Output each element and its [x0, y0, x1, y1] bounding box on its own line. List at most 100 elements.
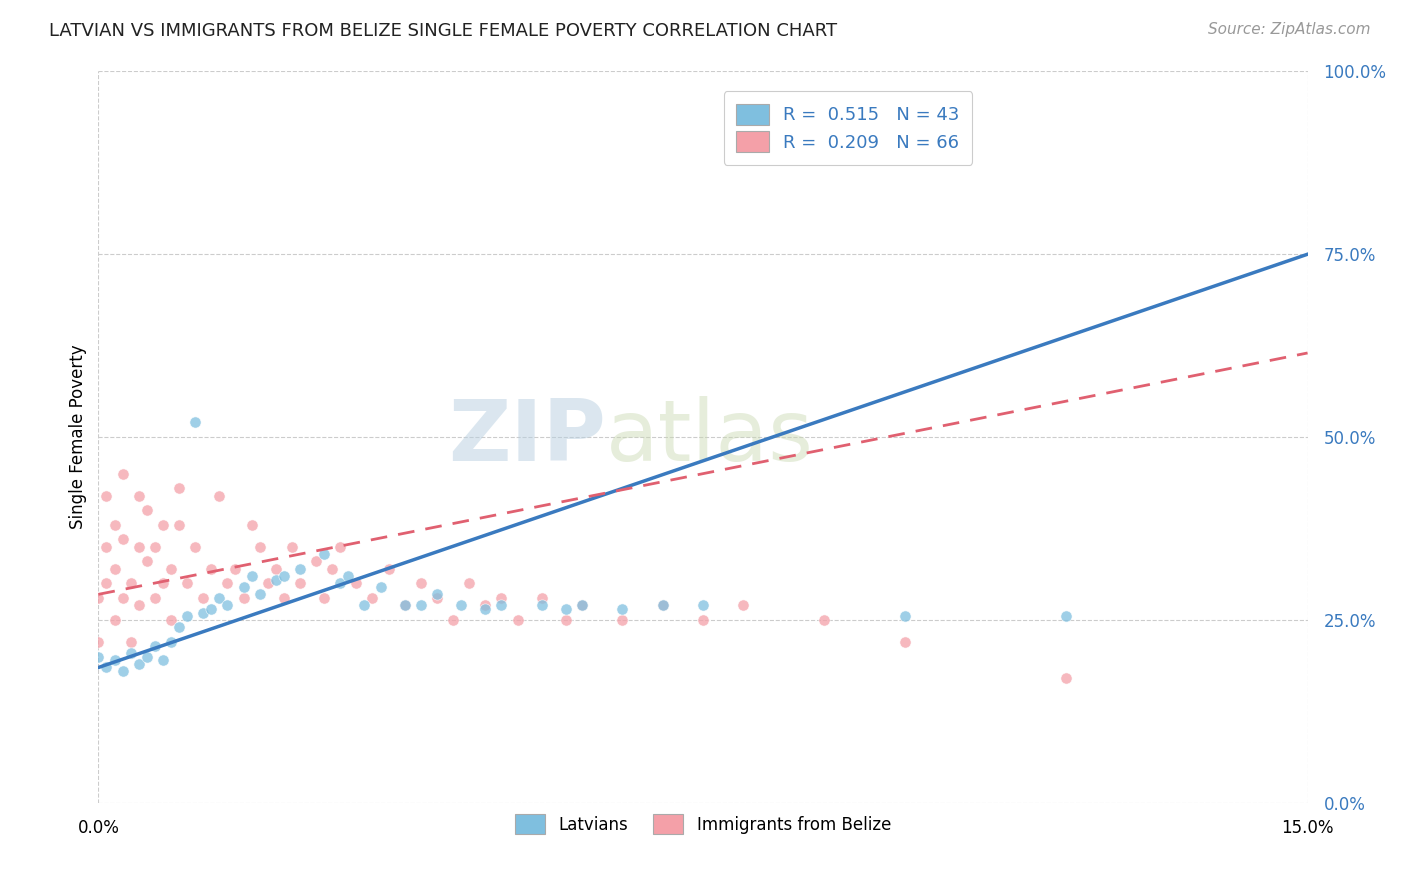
Point: [530, 599, 553, 613]
Text: atlas: atlas: [606, 395, 814, 479]
Point: [474, 599, 496, 613]
Point: [409, 599, 432, 613]
Point: [281, 540, 304, 554]
Point: [103, 517, 125, 532]
Point: [256, 576, 278, 591]
Point: [893, 609, 915, 624]
Point: [474, 602, 496, 616]
Point: [200, 562, 222, 576]
Point: [103, 613, 125, 627]
Point: [224, 562, 246, 576]
Point: [264, 573, 287, 587]
Point: [152, 653, 174, 667]
Point: [1054, 672, 1077, 686]
Point: [426, 591, 449, 605]
Point: [426, 587, 449, 601]
Point: [87, 635, 110, 649]
Point: [491, 599, 513, 613]
Point: [217, 576, 239, 591]
Point: [651, 599, 673, 613]
Point: [314, 591, 336, 605]
Point: [314, 547, 336, 561]
Point: [733, 599, 755, 613]
Point: [111, 467, 134, 481]
Point: [103, 653, 125, 667]
Point: [120, 646, 142, 660]
Point: [240, 569, 263, 583]
Point: [200, 602, 222, 616]
Point: [264, 562, 287, 576]
Point: [232, 591, 254, 605]
Point: [813, 613, 835, 627]
Point: [555, 602, 578, 616]
Point: [167, 481, 190, 495]
Point: [160, 562, 183, 576]
Point: [184, 540, 207, 554]
Point: [370, 580, 392, 594]
Text: Source: ZipAtlas.com: Source: ZipAtlas.com: [1208, 22, 1371, 37]
Point: [450, 599, 472, 613]
Point: [555, 613, 578, 627]
Point: [208, 591, 231, 605]
Point: [409, 576, 432, 591]
Point: [394, 599, 416, 613]
Point: [249, 587, 271, 601]
Point: [111, 533, 134, 547]
Point: [167, 620, 190, 634]
Point: [394, 599, 416, 613]
Point: [329, 540, 352, 554]
Point: [208, 489, 231, 503]
Point: [135, 554, 157, 568]
Point: [353, 599, 375, 613]
Point: [176, 576, 198, 591]
Point: [240, 517, 263, 532]
Y-axis label: Single Female Poverty: Single Female Poverty: [69, 345, 87, 529]
Point: [167, 517, 190, 532]
Point: [651, 599, 673, 613]
Point: [184, 416, 207, 430]
Point: [152, 517, 174, 532]
Point: [491, 591, 513, 605]
Point: [1054, 609, 1077, 624]
Point: [288, 562, 311, 576]
Point: [135, 503, 157, 517]
Point: [612, 602, 634, 616]
Point: [143, 540, 166, 554]
Point: [96, 576, 118, 591]
Point: [612, 613, 634, 627]
Point: [111, 591, 134, 605]
Point: [87, 649, 110, 664]
Point: [692, 599, 714, 613]
Point: [321, 562, 343, 576]
Point: [337, 569, 360, 583]
Point: [96, 540, 118, 554]
Point: [530, 591, 553, 605]
Point: [135, 649, 157, 664]
Point: [344, 576, 367, 591]
Point: [288, 576, 311, 591]
Point: [120, 635, 142, 649]
Point: [692, 613, 714, 627]
Legend: Latvians, Immigrants from Belize: Latvians, Immigrants from Belize: [506, 806, 900, 842]
Point: [249, 540, 271, 554]
Point: [273, 591, 295, 605]
Point: [111, 664, 134, 678]
Point: [176, 609, 198, 624]
Point: [273, 569, 295, 583]
Point: [813, 145, 835, 159]
Text: ZIP: ZIP: [449, 395, 606, 479]
Point: [96, 489, 118, 503]
Point: [193, 591, 215, 605]
Point: [305, 554, 328, 568]
Point: [120, 576, 142, 591]
Point: [143, 591, 166, 605]
Point: [232, 580, 254, 594]
Point: [152, 576, 174, 591]
Text: LATVIAN VS IMMIGRANTS FROM BELIZE SINGLE FEMALE POVERTY CORRELATION CHART: LATVIAN VS IMMIGRANTS FROM BELIZE SINGLE…: [49, 22, 838, 40]
Point: [87, 591, 110, 605]
Point: [160, 613, 183, 627]
Point: [128, 540, 150, 554]
Point: [458, 576, 481, 591]
Point: [361, 591, 384, 605]
Point: [128, 599, 150, 613]
